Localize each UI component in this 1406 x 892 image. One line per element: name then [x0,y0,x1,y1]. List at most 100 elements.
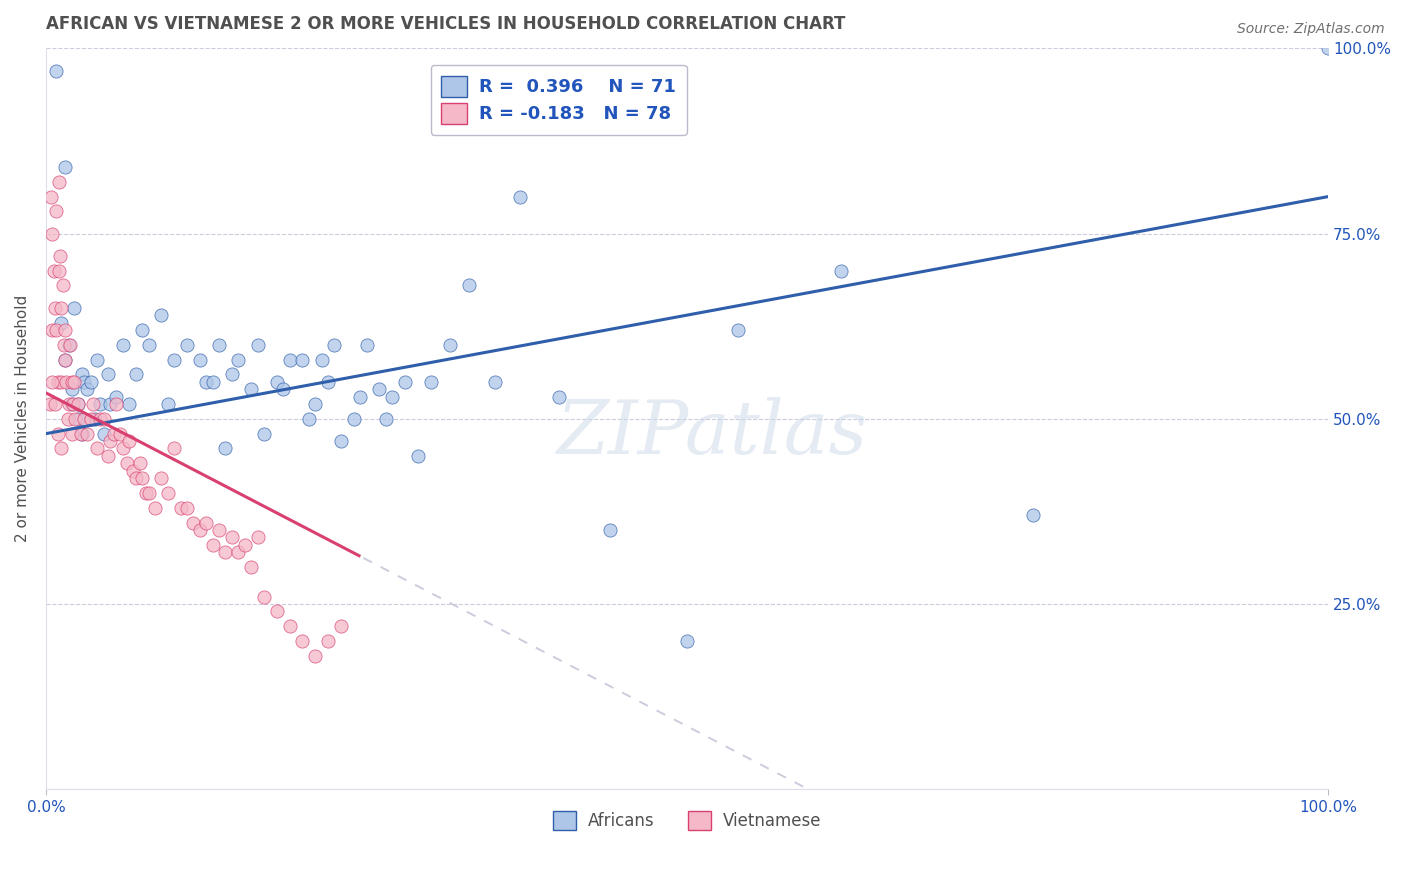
Point [110,426,132,441]
Point [349,390,371,404]
Point [96,368,118,382]
Point [329,434,352,448]
Point [66,412,89,426]
Point [49,249,72,263]
Point [42,263,65,277]
Point [1022,508,1045,523]
Point [66,397,89,411]
Point [73,412,96,426]
Point [278,352,301,367]
Point [291,634,314,648]
Point [156,397,179,411]
Point [509,189,531,203]
Point [253,426,276,441]
Point [188,352,211,367]
Point [176,500,198,515]
Point [51,375,73,389]
Point [163,442,186,456]
Point [45,204,67,219]
Point [233,538,256,552]
Point [183,516,205,530]
Point [86,352,108,367]
Point [53,160,76,174]
Point [115,456,138,470]
Point [676,634,699,648]
Point [188,523,211,537]
Point [316,375,339,389]
Point [150,308,173,322]
Point [103,426,125,441]
Point [41,375,63,389]
Point [329,619,352,633]
Point [52,337,75,351]
Point [830,263,852,277]
Point [63,301,86,315]
Point [82,397,104,411]
Point [122,464,145,478]
Point [118,397,141,411]
Point [62,397,84,411]
Point [65,412,87,426]
Point [59,337,82,351]
Point [69,426,91,441]
Point [111,442,134,456]
Point [291,352,314,367]
Point [39,189,62,203]
Point [208,523,231,537]
Point [80,412,103,426]
Point [195,375,218,389]
Point [118,434,141,448]
Point [221,368,243,382]
Point [60,426,83,441]
Point [51,442,73,456]
Point [52,278,75,293]
Point [76,426,98,441]
Point [201,375,224,389]
Point [599,523,621,537]
Point [45,63,67,78]
Point [41,227,63,241]
Point [96,449,118,463]
Point [80,375,103,389]
Point [226,352,249,367]
Point [304,648,326,663]
Point [131,323,153,337]
Point [381,390,404,404]
Point [38,397,60,411]
Point [240,560,263,574]
Point [56,412,79,426]
Point [125,368,148,382]
Point [60,375,83,389]
Point [156,486,179,500]
Point [253,590,276,604]
Point [55,375,77,389]
Point [163,352,186,367]
Point [125,471,148,485]
Point [195,516,218,530]
Point [214,442,236,456]
Point [368,382,391,396]
Point [45,323,67,337]
Point [58,337,80,351]
Point [44,397,66,411]
Point [89,412,111,426]
Point [266,375,288,389]
Point [86,442,108,456]
Point [240,382,263,396]
Point [150,471,173,485]
Point [46,375,69,389]
Point [93,426,115,441]
Point [304,397,326,411]
Point [208,337,231,351]
Point [138,486,160,500]
Point [343,412,366,426]
Point [53,352,76,367]
Point [60,382,83,396]
Point [48,175,70,189]
Point [44,301,66,315]
Point [176,337,198,351]
Point [458,278,481,293]
Point [111,337,134,351]
Point [138,337,160,351]
Point [73,375,96,389]
